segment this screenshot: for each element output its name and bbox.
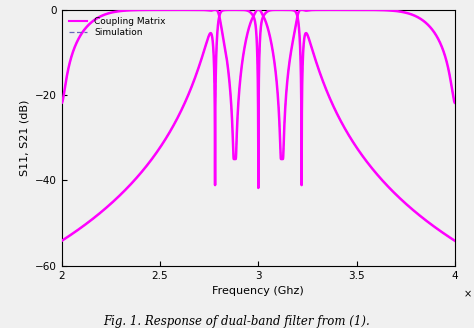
X-axis label: Frequency (Ghz): Frequency (Ghz): [212, 286, 304, 296]
Text: $\times\,10^{0}$: $\times\,10^{0}$: [463, 286, 474, 300]
Y-axis label: S11, S21 (dB): S11, S21 (dB): [19, 100, 29, 176]
Text: Fig. 1. Response of dual-band filter from (1).: Fig. 1. Response of dual-band filter fro…: [104, 315, 370, 328]
Legend: Coupling Matrix, Simulation: Coupling Matrix, Simulation: [66, 14, 168, 40]
